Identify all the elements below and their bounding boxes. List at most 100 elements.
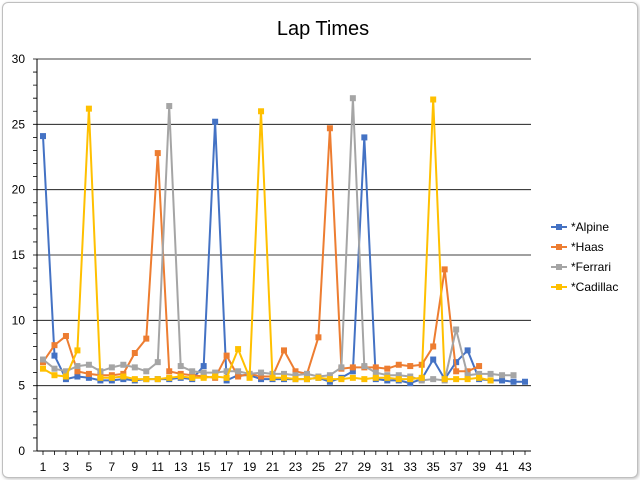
data-point <box>338 376 345 383</box>
data-point <box>258 369 265 376</box>
data-point <box>453 376 460 383</box>
data-point <box>372 374 379 381</box>
data-point <box>418 374 425 381</box>
data-point <box>315 374 322 381</box>
data-point <box>476 370 483 377</box>
data-point <box>395 376 402 383</box>
legend-label: *Haas <box>571 240 604 254</box>
y-tick-label: 5 <box>18 379 25 393</box>
y-tick-label: 30 <box>12 52 26 66</box>
x-tick-label: 11 <box>152 460 165 474</box>
y-tick-label: 10 <box>12 313 26 327</box>
data-point <box>326 125 333 132</box>
data-point <box>464 372 471 379</box>
x-tick-label: 29 <box>358 460 372 474</box>
data-point <box>246 374 253 381</box>
y-tick-label: 15 <box>12 248 26 262</box>
data-point <box>97 374 104 381</box>
legend-label: *Cadillac <box>571 280 618 294</box>
data-point <box>349 364 356 371</box>
legend-label: *Alpine <box>571 220 609 234</box>
x-tick-labels: 1 3 5 7 9 11 13 15 17 19 21 23 25 27 29 31 33 35 37 39 41 43 <box>40 460 532 474</box>
x-tick-label: 31 <box>381 460 395 474</box>
data-point <box>349 368 356 375</box>
series-1 <box>40 118 528 387</box>
data-point <box>407 376 414 383</box>
data-point <box>372 364 379 371</box>
x-tick-label: 5 <box>86 460 93 474</box>
data-point <box>349 95 356 102</box>
x-tick-label: 41 <box>495 460 509 474</box>
data-point <box>441 376 448 383</box>
data-point <box>292 368 299 375</box>
data-point <box>74 347 81 354</box>
data-point <box>235 368 242 375</box>
data-point <box>487 377 494 384</box>
data-point <box>384 374 391 381</box>
legend-entry: *Ferrari <box>551 260 611 274</box>
x-tick-label: 19 <box>243 460 257 474</box>
data-point <box>200 363 207 370</box>
data-point <box>62 333 69 340</box>
y-tick-label: 0 <box>18 444 25 458</box>
data-point <box>522 378 528 385</box>
data-point <box>85 374 92 381</box>
data-point <box>326 372 333 379</box>
data-point <box>315 334 322 341</box>
legend-entry: *Alpine <box>551 220 609 234</box>
data-point <box>200 374 207 381</box>
legend-swatch-marker <box>556 264 562 270</box>
axes <box>33 58 531 455</box>
data-point <box>131 350 138 356</box>
data-point <box>281 374 287 381</box>
data-point <box>166 103 173 110</box>
data-point <box>212 369 219 376</box>
data-point <box>108 374 115 381</box>
data-point <box>51 342 58 349</box>
data-point <box>407 363 414 370</box>
legend-label: *Ferrari <box>571 260 611 274</box>
x-tick-label: 9 <box>131 460 138 474</box>
data-point <box>269 374 276 381</box>
x-tick-label: 37 <box>449 460 463 474</box>
x-tick-label: 15 <box>197 460 211 474</box>
data-point <box>349 374 356 381</box>
data-point <box>281 347 287 354</box>
data-point <box>40 133 46 140</box>
data-point <box>361 376 368 383</box>
data-point <box>430 343 437 350</box>
x-tick-label: 25 <box>312 460 326 474</box>
data-point <box>143 335 150 342</box>
y-tick-label: 20 <box>12 183 26 197</box>
y-tick-labels: 0 5 10 15 20 25 30 <box>12 52 26 458</box>
data-point <box>372 369 379 376</box>
legend-swatch-marker <box>556 224 562 230</box>
data-point <box>430 96 437 103</box>
data-point <box>120 373 127 380</box>
data-point <box>361 134 368 141</box>
legend-entry: *Cadillac <box>551 280 618 294</box>
x-tick-label: 21 <box>266 460 280 474</box>
data-point <box>235 346 242 353</box>
x-tick-label: 3 <box>63 460 70 474</box>
x-tick-label: 23 <box>289 460 303 474</box>
x-tick-label: 27 <box>335 460 349 474</box>
data-point <box>189 368 196 375</box>
data-point <box>85 105 92 112</box>
x-tick-label: 1 <box>40 460 47 474</box>
data-point <box>62 373 69 380</box>
data-point <box>510 378 517 385</box>
data-point <box>499 372 506 379</box>
x-tick-label: 35 <box>427 460 441 474</box>
data-point <box>85 361 92 368</box>
x-tick-label: 43 <box>518 460 532 474</box>
data-point <box>453 326 460 333</box>
data-point <box>51 365 58 372</box>
data-point <box>430 376 437 383</box>
data-point <box>74 363 81 370</box>
data-point <box>258 373 265 380</box>
data-point <box>407 380 414 387</box>
data-point <box>40 356 46 363</box>
